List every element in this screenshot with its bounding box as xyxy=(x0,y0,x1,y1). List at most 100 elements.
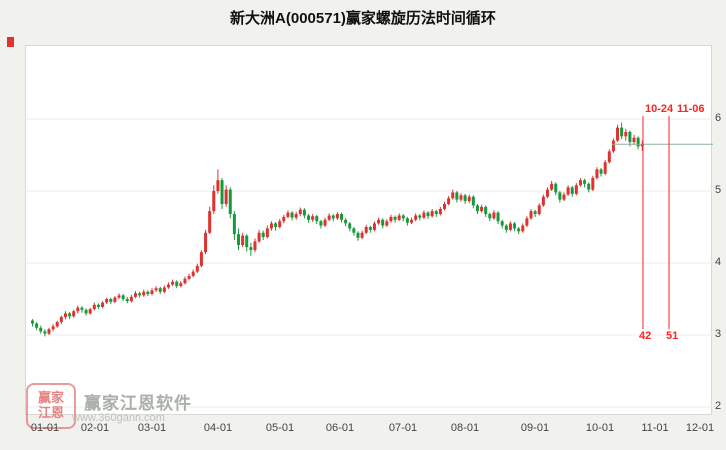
candle-body xyxy=(438,209,442,215)
candle-body xyxy=(315,216,319,222)
candle-body xyxy=(265,228,269,238)
candle-body xyxy=(620,127,624,137)
x-axis-label: 02-01 xyxy=(80,422,110,434)
candle-body xyxy=(496,212,500,222)
candle-body xyxy=(521,225,525,232)
candle-body xyxy=(63,313,67,317)
x-axis-label: 09-01 xyxy=(520,422,550,434)
candle-body xyxy=(125,299,129,302)
candle-body xyxy=(401,215,405,219)
candle-body xyxy=(492,212,496,219)
corner-marker-icon xyxy=(7,37,14,47)
candle-body xyxy=(96,304,100,307)
cycle-line-1-date-label: 10-24 xyxy=(645,103,674,115)
candle-body xyxy=(47,329,51,334)
candle-body xyxy=(117,295,121,298)
candle-body xyxy=(129,296,133,302)
candle-body xyxy=(348,223,352,229)
candle-body xyxy=(171,281,175,285)
candle-body xyxy=(587,183,591,190)
candle-body xyxy=(162,287,166,292)
candle-body xyxy=(138,293,142,296)
candle-body xyxy=(154,288,158,291)
candle-body xyxy=(228,189,232,215)
candle-body xyxy=(340,214,343,220)
candle-body xyxy=(232,214,236,235)
candle-body xyxy=(360,232,364,238)
candle-body xyxy=(504,225,508,230)
candle-body xyxy=(471,196,475,206)
candle-body xyxy=(426,212,430,217)
candle-body xyxy=(261,232,265,238)
candle-body xyxy=(443,203,446,209)
candle-body xyxy=(327,215,331,220)
candle-body xyxy=(628,131,632,143)
candle-body xyxy=(88,309,92,314)
candle-body xyxy=(434,211,438,215)
page-title: 新大洲A(000571)赢家螺旋历法时间循环 xyxy=(230,10,496,27)
candle-body xyxy=(84,309,88,314)
candle-body xyxy=(199,252,203,266)
candle-body xyxy=(298,209,302,215)
y-axis-label: 3 xyxy=(715,328,722,340)
candle-body xyxy=(146,291,150,294)
x-axis-label: 08-01 xyxy=(450,422,480,434)
candle-body xyxy=(414,215,418,220)
candle-body xyxy=(204,232,208,253)
candle-body xyxy=(372,223,376,230)
candle-body xyxy=(364,227,368,233)
candle-body xyxy=(175,281,179,287)
y-axis-label: 6 xyxy=(715,112,722,124)
candle-body xyxy=(541,196,545,206)
candle-body xyxy=(55,322,59,327)
candle-body xyxy=(459,195,463,200)
candle-body xyxy=(410,219,414,223)
candle-body xyxy=(385,221,389,226)
candle-body xyxy=(39,327,43,332)
candle-body xyxy=(525,218,529,226)
candle-body xyxy=(422,212,426,218)
candle-body xyxy=(558,192,562,200)
candle-body xyxy=(187,275,191,279)
candle-body xyxy=(307,215,311,220)
candle-body xyxy=(92,304,96,310)
watermark-url: www.360gann.com xyxy=(72,412,165,424)
candle-body xyxy=(183,278,187,284)
candlestick-chart xyxy=(26,116,713,408)
candle-body xyxy=(562,194,566,200)
x-axis-label: 10-01 xyxy=(585,422,615,434)
candle-body xyxy=(529,211,533,219)
candle-body xyxy=(302,209,306,216)
candle-body xyxy=(488,214,492,219)
candle-body xyxy=(583,180,587,184)
candle-body xyxy=(195,265,199,272)
candle-body xyxy=(319,221,323,226)
candle-body xyxy=(451,192,455,199)
candle-body xyxy=(166,284,170,288)
candle-body xyxy=(286,212,290,217)
candle-body xyxy=(537,205,541,215)
candle-body xyxy=(220,180,224,204)
candle-body xyxy=(257,232,261,242)
candle-body xyxy=(570,187,574,194)
x-axis-label: 01-01 xyxy=(30,422,60,434)
candle-body xyxy=(212,191,216,212)
candle-body xyxy=(611,140,615,152)
candle-body xyxy=(447,198,451,204)
candle-body xyxy=(475,205,479,212)
x-axis-label: 03-01 xyxy=(137,422,167,434)
candle-body xyxy=(253,241,257,251)
watermark-logo: 赢家 江恩 xyxy=(26,383,76,429)
candle-body xyxy=(274,223,278,227)
candle-body xyxy=(607,151,611,163)
candle-body xyxy=(224,189,228,204)
candle-body xyxy=(632,137,636,143)
candle-body xyxy=(282,216,286,222)
candle-body xyxy=(121,295,125,299)
cycle-line-2-count-label: 51 xyxy=(666,330,679,342)
candle-body xyxy=(80,307,84,310)
candle-body xyxy=(356,232,360,238)
y-axis-label: 5 xyxy=(715,184,722,196)
candle-body xyxy=(377,219,381,224)
